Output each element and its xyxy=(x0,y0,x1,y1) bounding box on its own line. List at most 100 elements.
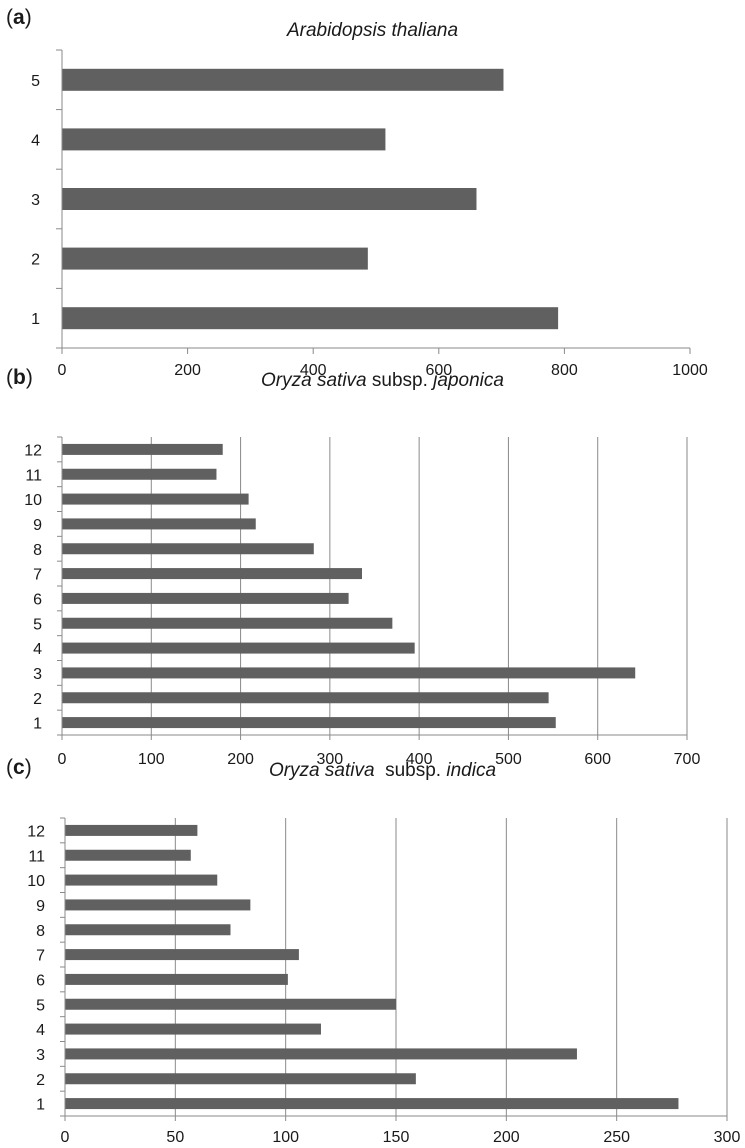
chart-panel-b: (b) Oryza sativa subsp. japonica 0 100 200… xyxy=(0,366,745,770)
bar xyxy=(62,543,314,555)
bar xyxy=(62,592,349,604)
y-category-label: 7 xyxy=(36,948,45,965)
bar xyxy=(62,468,217,480)
bar xyxy=(65,924,231,936)
bar xyxy=(65,949,299,961)
x-tick-label: 150 xyxy=(383,1129,410,1146)
x-tick-label: 700 xyxy=(674,751,701,768)
bar xyxy=(65,824,198,836)
x-tick-label: 100 xyxy=(272,1129,299,1146)
bar xyxy=(65,1048,577,1060)
y-category-label: 9 xyxy=(33,517,42,534)
bar xyxy=(62,692,549,704)
y-category-label: 3 xyxy=(31,192,40,209)
y-category-label: 6 xyxy=(36,972,45,989)
panel-letter-b: b xyxy=(13,366,26,389)
chart-title: Oryza sativa subsp. indica xyxy=(10,760,745,782)
bar xyxy=(65,849,191,861)
y-category-label: 4 xyxy=(31,132,40,149)
y-category-label: 12 xyxy=(27,823,45,840)
y-category-label: 2 xyxy=(33,691,42,708)
chart-title-subsp: subsp. xyxy=(366,370,434,391)
panel-label: (c) xyxy=(6,756,32,779)
y-category-label: 11 xyxy=(25,467,42,484)
bar xyxy=(62,568,362,580)
x-tick-label: 800 xyxy=(551,362,578,379)
bar xyxy=(65,1098,679,1110)
bar xyxy=(62,188,477,210)
bar xyxy=(62,518,256,530)
chart-title-subsp: subsp. xyxy=(374,760,447,781)
bar xyxy=(62,667,636,679)
bar xyxy=(65,998,396,1010)
x-tick-label: 200 xyxy=(493,1129,520,1146)
bar-chart-a: 0 200 400 600 800 1000 1 2 3 4 5 xyxy=(31,49,708,379)
y-category-label: 1 xyxy=(36,1097,45,1114)
x-tick-label: 1000 xyxy=(672,362,708,379)
chart-title-species: Oryza sativa xyxy=(261,370,367,391)
x-tick-label: 200 xyxy=(227,751,254,768)
chart-title: Oryza sativa subsp. japonica xyxy=(10,370,745,392)
y-category-label: 8 xyxy=(36,923,45,940)
x-tick-label: 250 xyxy=(603,1129,630,1146)
panel-letter-c: c xyxy=(13,756,25,779)
bar xyxy=(62,717,556,729)
x-tick-label: 500 xyxy=(495,751,522,768)
bar xyxy=(65,874,218,886)
bar xyxy=(65,1023,321,1035)
x-tick-label: 0 xyxy=(61,1129,70,1146)
chart-title-variety: indica xyxy=(446,760,497,781)
y-category-label: 10 xyxy=(27,873,45,890)
bar xyxy=(62,493,249,505)
panel-letter-a: a xyxy=(13,6,25,29)
bar xyxy=(62,128,386,151)
bar xyxy=(62,68,504,91)
y-category-label: 7 xyxy=(33,567,42,584)
chart-title-text: Arabidopsis thaliana xyxy=(286,20,459,41)
x-tick-label: 600 xyxy=(584,751,611,768)
panel-label: (a) xyxy=(6,6,32,29)
chart-panel-c: (c) Oryza sativa subsp. indica 0 50 100 150… xyxy=(0,756,745,1148)
chart-title-species: Oryza sativa xyxy=(268,760,375,781)
x-tick-label: 400 xyxy=(300,362,327,379)
bar xyxy=(65,899,251,911)
x-tick-label: 0 xyxy=(58,751,67,768)
bar xyxy=(65,973,288,985)
chart-title: Arabidopsis thaliana xyxy=(0,20,745,42)
bar xyxy=(62,247,368,270)
y-category-label: 2 xyxy=(31,252,40,269)
x-tick-label: 0 xyxy=(58,362,67,379)
bar xyxy=(62,307,559,330)
y-category-label: 1 xyxy=(33,716,42,733)
panel-label: (b) xyxy=(6,366,33,389)
x-tick-label: 200 xyxy=(174,362,201,379)
chart-title-variety: japonica xyxy=(433,370,504,391)
chart-panel-a: (a) Arabidopsis thaliana 0 200 400 600 800 10… xyxy=(0,0,745,380)
x-tick-label: 400 xyxy=(406,751,433,768)
x-tick-label: 600 xyxy=(425,362,452,379)
bar xyxy=(65,1073,416,1085)
y-category-label: 6 xyxy=(33,591,42,608)
x-tick-label: 50 xyxy=(166,1129,184,1146)
y-category-label: 8 xyxy=(33,542,42,559)
x-tick-label: 100 xyxy=(138,751,165,768)
x-tick-label: 300 xyxy=(317,751,344,768)
y-category-label: 9 xyxy=(36,898,45,915)
y-category-label: 3 xyxy=(33,666,42,683)
y-category-label: 12 xyxy=(24,442,42,459)
bar xyxy=(62,443,223,455)
y-category-label: 1 xyxy=(31,311,40,328)
y-category-label: 11 xyxy=(28,848,45,865)
y-category-label: 4 xyxy=(33,641,42,658)
x-tick-label: 300 xyxy=(714,1129,741,1146)
y-category-label: 3 xyxy=(36,1047,45,1064)
y-category-label: 4 xyxy=(36,1022,45,1039)
bar xyxy=(62,617,393,629)
bar xyxy=(62,642,415,654)
y-category-label: 10 xyxy=(24,492,42,509)
y-category-label: 5 xyxy=(31,73,40,90)
y-category-label: 2 xyxy=(36,1072,45,1089)
y-category-label: 5 xyxy=(36,997,45,1014)
